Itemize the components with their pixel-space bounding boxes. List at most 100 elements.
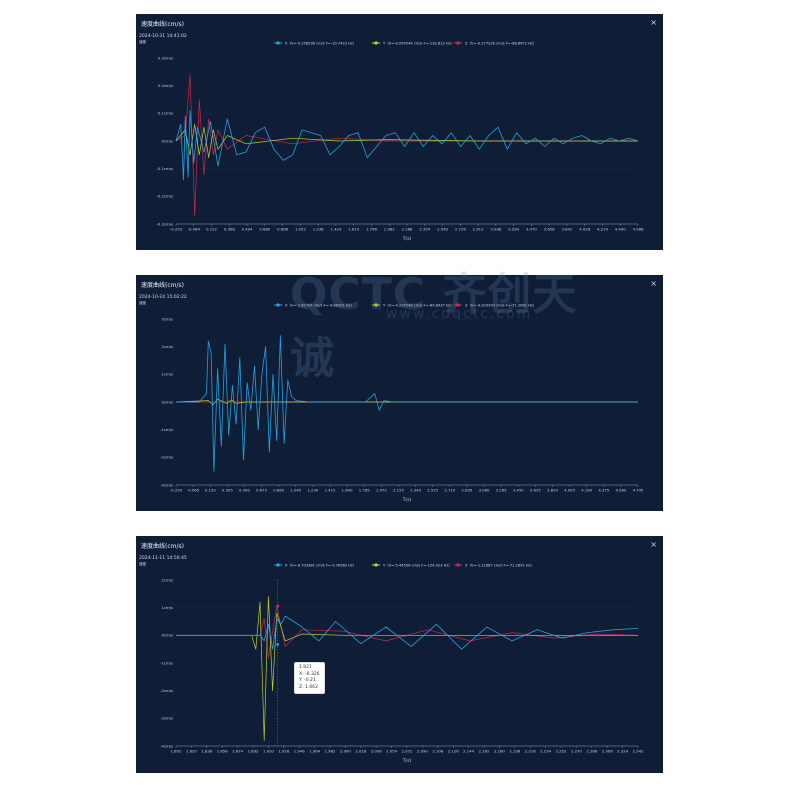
x-tick-label: 0.490: [239, 488, 250, 493]
x-tick-label: 0.866: [277, 227, 288, 232]
y-tick-label: 0cm/s: [162, 399, 173, 404]
panel-title: 速度曲线(cm/s): [141, 543, 184, 550]
y-tick-label: -1cm/s: [160, 427, 173, 432]
x-tick-label: 1.838: [201, 749, 212, 754]
close-icon[interactable]: ×: [650, 279, 657, 288]
x-tick-label: 1.230: [307, 488, 318, 493]
legend-marker-z: [456, 303, 460, 307]
x-tick-label: 3.284: [508, 227, 519, 232]
chart-svg-2[interactable]: X（V=-2.62794 cm/s F=-4.88281 Hz） Y（V=-0.2…: [136, 275, 663, 511]
crosshair-point-z: [276, 604, 280, 608]
x-tick-label: 2.895: [461, 488, 472, 493]
x-tick-label: 2.324: [617, 749, 628, 754]
crosshair-point-x: [276, 642, 280, 646]
close-icon[interactable]: ×: [650, 18, 657, 27]
x-tick-label: 0.494: [242, 227, 253, 232]
y-tick-label: 2cm/s: [162, 344, 173, 349]
x-tick-label: 1.600: [342, 488, 353, 493]
x-tick-label: 2.072: [402, 749, 413, 754]
timestamp: 2024-10-24 15:02:22: [139, 295, 187, 300]
legend-label-x: X（V=-0.156236 cm/s F=-10.7422 Hz）: [285, 40, 356, 45]
x-tick-label: 2.036: [371, 749, 382, 754]
x-tick-label: 2.108: [432, 749, 443, 754]
y-tick-label: -3cm/s: [160, 716, 173, 721]
y-tick-label: 0cm/s: [162, 633, 173, 638]
x-tick-label: 2.726: [455, 227, 466, 232]
x-tick-label: 0.122: [206, 227, 217, 232]
series-line-x: [175, 110, 639, 181]
x-tick-label: 2.216: [525, 749, 536, 754]
x-tick-label: 4.005: [564, 488, 575, 493]
chart-panel-3: 速度曲线(cm/s) × 2024-11-11 14:56:45 速度 X（V=…: [136, 536, 663, 773]
x-tick-label: 1.052: [295, 227, 306, 232]
x-tick-label: 1.802: [171, 749, 182, 754]
x-tick-label: 2.342: [633, 749, 644, 754]
tooltip-time: 1.921: [299, 665, 312, 670]
panel-title: 速度曲线(cm/s): [141, 282, 184, 289]
x-tick-label: 1.820: [186, 749, 197, 754]
legend-marker-z: [456, 41, 460, 45]
series-label: 速度: [139, 40, 146, 44]
legend-marker-x: [276, 563, 280, 567]
x-tick-label: 3.656: [544, 227, 555, 232]
series-line-y: [175, 124, 638, 158]
y-tick-label: 0cm/s: [162, 138, 173, 143]
series-label: 速度: [139, 562, 146, 566]
x-tick-label: 1.785: [359, 488, 370, 493]
tooltip-x: X: -0.326: [299, 671, 320, 677]
x-tick-label: 2.525: [427, 488, 438, 493]
panel-title: 速度曲线(cm/s): [141, 21, 184, 28]
legend-marker-y: [374, 303, 378, 307]
x-tick-label: 2.168: [402, 227, 413, 232]
x-tick-label: -0.250: [170, 488, 183, 493]
legend-label-z: Z（V=-0.277228 cm/s F=-68.8672 Hz）: [465, 40, 536, 45]
x-tick-label: 4.400: [615, 227, 626, 232]
x-tick-label: 3.450: [513, 488, 524, 493]
close-icon[interactable]: ×: [650, 540, 657, 549]
chart-svg-1[interactable]: X（V=-0.156236 cm/s F=-10.7422 Hz） Y（V=-0.…: [136, 14, 663, 250]
series-line-y: [175, 398, 638, 406]
x-tick-label: -0.250: [170, 227, 183, 232]
series-line-x: [176, 615, 639, 650]
x-tick-label: 0.120: [205, 488, 216, 493]
x-tick-label: 1.856: [217, 749, 228, 754]
chart-panel-2: 速度曲线(cm/s) × 2024-10-24 15:02:22 速度 X（V=…: [136, 275, 663, 511]
x-tick-label: 2.234: [540, 749, 551, 754]
y-tick-label: 1cm/s: [162, 372, 173, 377]
x-tick-label: 2.252: [556, 749, 567, 754]
x-tick-label: 1.424: [330, 227, 341, 232]
x-tick-label: 2.912: [473, 227, 484, 232]
x-axis-label: T(s): [402, 497, 412, 503]
tooltip-y: Y: -0.21: [299, 678, 316, 684]
legend-label-y: Y（V=-0.054544 cm/s F=-132.812 Hz）: [383, 40, 454, 45]
x-tick-label: 1.928: [278, 749, 289, 754]
x-tick-label: 2.054: [386, 749, 397, 754]
chart-panel-1: 速度曲线(cm/s) × 2024-10-31 14:41:02 速度 X（V=…: [136, 14, 663, 250]
x-tick-label: 2.288: [586, 749, 597, 754]
legend-label-x: X（V=-8.703381 cm/s F=-9.76562 Hz）: [285, 562, 356, 567]
y-tick-label: -1cm/s: [160, 660, 173, 665]
x-tick-label: 1.045: [290, 488, 301, 493]
x-tick-label: 3.635: [530, 488, 541, 493]
x-tick-label: 4.586: [633, 227, 644, 232]
x-tick-label: 1.982: [384, 227, 395, 232]
chart-svg-3[interactable]: X（V=-8.703381 cm/s F=-9.76562 Hz） Y（V=-5.…: [136, 536, 663, 773]
legend-marker-x: [276, 41, 280, 45]
legend-marker-y: [374, 41, 378, 45]
x-tick-label: 2.306: [602, 749, 613, 754]
x-tick-label: 1.964: [309, 749, 320, 754]
x-tick-label: 3.265: [496, 488, 507, 493]
x-tick-label: 0.860: [273, 488, 284, 493]
tooltip-z: Z: 1.062: [299, 684, 318, 690]
x-tick-label: 2.144: [463, 749, 474, 754]
x-tick-label: 3.470: [526, 227, 537, 232]
x-tick-label: 2.198: [509, 749, 520, 754]
x-tick-label: 0.308: [224, 227, 235, 232]
x-tick-label: 0.675: [256, 488, 267, 493]
x-tick-label: 2.000: [340, 749, 351, 754]
y-tick-label: 1cm/s: [162, 605, 173, 610]
y-tick-label: -4cm/s: [160, 743, 173, 748]
x-tick-label: 1.910: [263, 749, 274, 754]
series-line-z: [176, 605, 639, 658]
x-tick-label: 2.540: [437, 227, 448, 232]
